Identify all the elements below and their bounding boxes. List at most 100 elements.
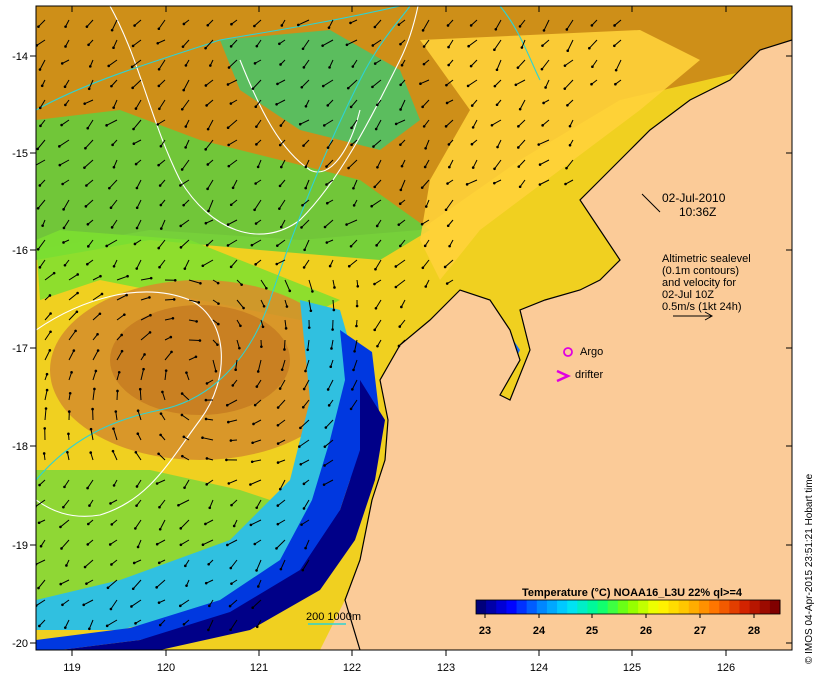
legend-line-5: 0.5m/s (1kt 24h): [662, 301, 741, 313]
velocity-arrow: [276, 79, 286, 86]
velocity-arrow: [68, 329, 77, 341]
velocity-arrow: [111, 139, 118, 147]
colorbar-label: 23: [479, 625, 491, 637]
sst-cold-band-blue: [36, 330, 380, 650]
velocity-arrow: [446, 219, 454, 228]
velocity-arrow: [588, 39, 598, 50]
velocity-arrow: [284, 299, 289, 308]
velocity-arrow: [204, 39, 214, 50]
velocity-arrow: [112, 159, 118, 169]
bathymetry-label: 200 1000m: [306, 611, 361, 623]
velocity-arrow: [204, 139, 214, 151]
velocity-arrow: [68, 392, 72, 401]
colorbar-cell: [506, 600, 518, 614]
velocity-arrow: [613, 19, 622, 27]
velocity-arrow: [157, 19, 166, 31]
colorbar-cell: [526, 600, 538, 614]
velocity-arrow: [284, 319, 288, 330]
velocity-arrow: [38, 179, 46, 187]
velocity-arrow: [63, 79, 70, 89]
velocity-arrow: [85, 579, 94, 585]
velocity-arrow: [445, 79, 454, 87]
velocity-arrow: [188, 279, 202, 285]
velocity-arrow: [61, 179, 70, 186]
velocity-arrow: [116, 389, 119, 401]
velocity-arrow: [255, 119, 262, 128]
colorbar-cell: [577, 600, 588, 614]
velocity-arrow: [164, 350, 173, 361]
velocity-arrow: [304, 359, 310, 373]
velocity-arrow: [421, 259, 430, 270]
velocity-arrow: [278, 39, 286, 46]
lon-tick-label: 119: [63, 662, 81, 674]
velocity-arrow: [41, 219, 46, 227]
velocity-arrow: [140, 313, 152, 321]
velocity-arrow: [302, 499, 310, 510]
velocity-arrow: [132, 559, 142, 565]
velocity-arrow: [255, 499, 262, 510]
velocity-arrow: [493, 159, 502, 171]
velocity-arrow: [495, 59, 502, 72]
velocity-arrow: [84, 139, 94, 150]
velocity-arrow: [116, 313, 126, 321]
velocity-arrow: [400, 299, 406, 309]
velocity-arrow: [61, 599, 70, 607]
velocity-arrow: [493, 79, 502, 88]
colorbar-cell: [648, 600, 659, 614]
sst-green-patch-2: [220, 30, 420, 150]
velocity-arrow: [326, 379, 334, 391]
velocity-arrow: [349, 19, 358, 25]
velocity-arrow: [44, 407, 48, 421]
velocity-arrow: [155, 579, 166, 589]
velocity-arrow: [256, 359, 262, 373]
velocity-arrow: [212, 339, 219, 346]
velocity-arrow: [226, 239, 238, 247]
velocity-arrow: [322, 119, 334, 127]
velocity-arrow: [275, 259, 286, 266]
velocity-arrow: [374, 119, 382, 131]
velocity-arrow: [275, 539, 286, 550]
velocity-arrow: [131, 39, 142, 48]
velocity-arrow: [66, 450, 70, 461]
colorbar-cell: [638, 600, 649, 614]
velocity-arrow: [370, 199, 382, 208]
contour-line: [109, 6, 419, 235]
velocity-arrow: [68, 371, 73, 381]
velocity-arrow: [136, 409, 142, 421]
velocity-arrow: [399, 99, 406, 111]
velocity-arrow: [541, 39, 550, 47]
velocity-arrow: [108, 179, 118, 190]
argo-marker: [563, 347, 573, 357]
velocity-arrow: [212, 359, 218, 373]
velocity-arrow: [275, 99, 286, 106]
velocity-arrow: [351, 379, 358, 391]
sst-south-green: [36, 470, 300, 610]
velocity-arrow: [36, 139, 46, 151]
velocity-arrow: [394, 279, 406, 289]
velocity-arrow: [227, 59, 238, 69]
velocity-arrow: [39, 539, 46, 548]
velocity-arrow: [138, 387, 142, 401]
velocity-arrow: [300, 219, 310, 229]
velocity-arrow: [140, 367, 145, 381]
velocity-arrow: [184, 139, 190, 149]
velocity-arrow: [518, 179, 526, 189]
isobaths: [36, 6, 541, 481]
velocity-arrow: [236, 299, 245, 310]
velocity-arrow: [179, 179, 190, 187]
velocity-arrow: [105, 239, 118, 248]
velocity-arrow: [614, 79, 622, 86]
velocity-arrow: [351, 59, 358, 68]
velocity-arrow: [207, 559, 214, 566]
velocity-arrow: [134, 451, 142, 461]
velocity-arrow: [517, 119, 526, 128]
velocity-arrow: [92, 312, 102, 321]
velocity-arrow: [179, 599, 190, 608]
velocity-arrow: [204, 219, 214, 225]
lat-tick-label: -20: [12, 638, 28, 650]
velocity-arrow: [323, 459, 334, 467]
velocity-arrow: [542, 99, 550, 105]
velocity-arrow: [204, 398, 214, 402]
velocity-arrow: [135, 219, 142, 230]
velocity-arrow: [276, 239, 286, 247]
